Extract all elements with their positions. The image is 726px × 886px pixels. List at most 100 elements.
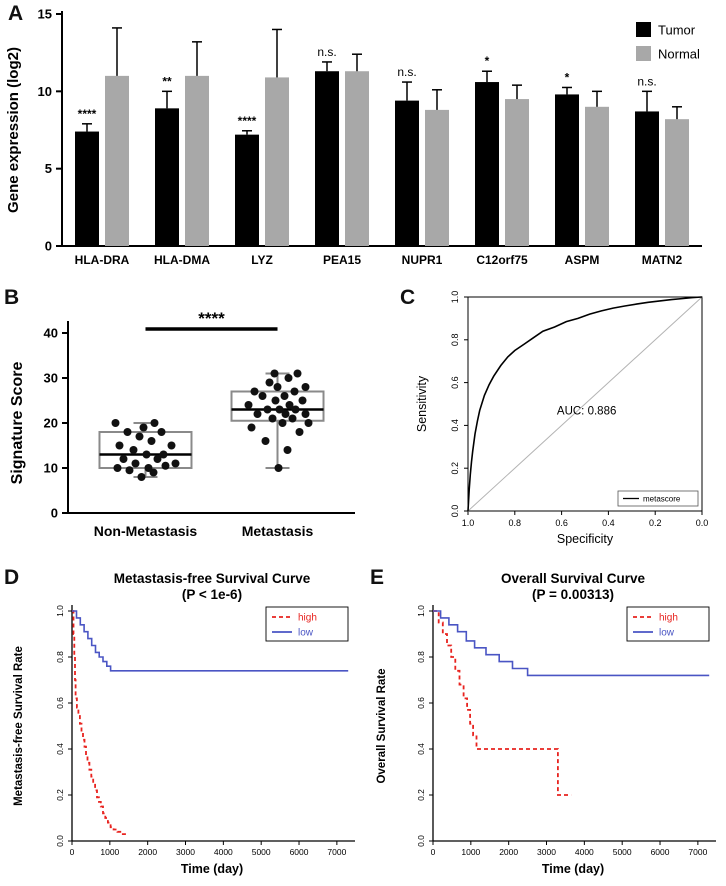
svg-text:0.0: 0.0: [55, 835, 65, 847]
signature-score-boxplot: 0 10 20 30 40 Signature Score Non-Metastasis Me…: [9, 309, 355, 539]
svg-text:Tumor: Tumor: [658, 23, 696, 38]
svg-text:0.8: 0.8: [416, 651, 426, 663]
svg-text:*: *: [485, 54, 490, 68]
svg-text:****: ****: [238, 114, 257, 128]
km-curve-high: [72, 610, 127, 835]
svg-text:0.2: 0.2: [649, 518, 662, 528]
svg-text:10: 10: [38, 84, 52, 99]
roc-curve-plot: 1.0 0.8 0.6 0.4 0.2 0.0 0.0 0.2 0.4 0.6 0.8 1.0 AUC:…: [415, 291, 709, 546]
panel-e-label: E: [370, 566, 385, 589]
svg-text:7000: 7000: [327, 847, 346, 857]
svg-text:**: **: [162, 74, 172, 88]
bar-group-HLA-DMA: HLA-DMA **: [154, 41, 210, 267]
svg-text:0: 0: [70, 847, 75, 857]
svg-text:****: ****: [78, 107, 97, 121]
svg-text:0.0: 0.0: [450, 505, 460, 518]
panel-b-label: B: [4, 286, 20, 309]
svg-text:0.4: 0.4: [450, 419, 460, 432]
metastasis-free-survival-plot: Metastasis-free Survival Curve(P < 1e-6)…: [13, 571, 355, 876]
svg-text:6000: 6000: [290, 847, 309, 857]
bar-group-NUPR1: NUPR1 n.s.: [395, 65, 449, 267]
svg-text:Normal: Normal: [658, 47, 700, 62]
svg-text:0: 0: [431, 847, 436, 857]
roc-legend: metascore: [617, 490, 699, 507]
svg-text:NUPR1: NUPR1: [402, 253, 443, 267]
svg-text:0.2: 0.2: [450, 462, 460, 475]
bar-group-PEA15: PEA15 n.s.: [315, 45, 369, 267]
svg-text:Gene expression (log2): Gene expression (log2): [5, 47, 22, 213]
svg-text:1.0: 1.0: [450, 291, 460, 304]
svg-text:0.8: 0.8: [450, 334, 460, 347]
svg-text:7000: 7000: [688, 847, 707, 857]
svg-text:1000: 1000: [100, 847, 119, 857]
svg-text:0.6: 0.6: [55, 697, 65, 709]
svg-text:0: 0: [45, 239, 52, 254]
svg-text:15: 15: [38, 7, 52, 22]
svg-text:1.0: 1.0: [462, 518, 475, 528]
box-group-Metastasis: Metastasis: [230, 369, 325, 539]
svg-text:ASPM: ASPM: [565, 253, 600, 267]
svg-text:0.8: 0.8: [55, 651, 65, 663]
svg-text:*: *: [565, 70, 570, 84]
svg-text:4000: 4000: [214, 847, 233, 857]
svg-text:3000: 3000: [176, 847, 195, 857]
bar-group-HLA-DRA: HLA-DRA ****: [75, 27, 130, 267]
svg-text:5000: 5000: [613, 847, 632, 857]
svg-text:0.0: 0.0: [696, 518, 709, 528]
bar-group-LYZ: LYZ ****: [235, 28, 289, 267]
svg-text:0.4: 0.4: [55, 743, 65, 755]
svg-text:Time (day): Time (day): [181, 862, 243, 876]
svg-text:2000: 2000: [499, 847, 518, 857]
svg-text:Metastasis-free Survival Rate: Metastasis-free Survival Rate: [13, 646, 25, 806]
panel-d-label: D: [4, 566, 20, 589]
box-group-Non-Metastasis: Non-Metastasis: [94, 419, 198, 539]
bar-group-ASPM: ASPM *: [555, 70, 609, 267]
svg-text:1000: 1000: [461, 847, 480, 857]
svg-text:low: low: [659, 628, 675, 639]
svg-text:Non-Metastasis: Non-Metastasis: [94, 523, 198, 539]
panel-c-label: C: [400, 286, 416, 309]
svg-text:0.0: 0.0: [416, 835, 426, 847]
svg-text:AUC: 0.886: AUC: 0.886: [557, 406, 616, 418]
svg-text:0.8: 0.8: [509, 518, 522, 528]
svg-text:5000: 5000: [252, 847, 271, 857]
svg-text:PEA15: PEA15: [323, 253, 361, 267]
svg-text:0.4: 0.4: [602, 518, 615, 528]
km-curve-low: [433, 610, 710, 677]
svg-text:0.6: 0.6: [416, 697, 426, 709]
svg-text:0.2: 0.2: [416, 789, 426, 801]
svg-text:0.2: 0.2: [55, 789, 65, 801]
svg-text:30: 30: [44, 371, 58, 386]
bar-chart-legend: Tumor Normal: [636, 22, 700, 62]
svg-text:low: low: [298, 628, 314, 639]
svg-text:10: 10: [44, 461, 58, 476]
svg-text:0.6: 0.6: [555, 518, 568, 528]
svg-text:0: 0: [51, 506, 58, 521]
svg-text:40: 40: [44, 326, 58, 341]
svg-text:high: high: [659, 613, 678, 624]
svg-text:0.6: 0.6: [450, 376, 460, 389]
svg-text:C12orf75: C12orf75: [476, 253, 528, 267]
svg-text:2000: 2000: [138, 847, 157, 857]
svg-text:n.s.: n.s.: [637, 74, 656, 88]
svg-text:Time (day): Time (day): [542, 862, 604, 876]
svg-text:3000: 3000: [537, 847, 556, 857]
svg-text:(P = 0.00313): (P = 0.00313): [532, 587, 614, 602]
bar-group-MATN2: MATN2 n.s.: [635, 74, 689, 267]
svg-text:n.s.: n.s.: [317, 45, 336, 59]
bar-group-C12orf75: C12orf75 *: [475, 54, 529, 267]
svg-text:Overall Survival Rate: Overall Survival Rate: [376, 668, 388, 783]
svg-text:Metastasis-free Survival Curve: Metastasis-free Survival Curve: [114, 571, 311, 586]
svg-text:high: high: [298, 613, 317, 624]
km-legend: high low: [265, 606, 349, 642]
svg-text:MATN2: MATN2: [642, 253, 683, 267]
km-curve-low: [72, 610, 349, 672]
svg-text:Specificity: Specificity: [557, 532, 614, 546]
svg-text:0.4: 0.4: [416, 743, 426, 755]
svg-text:HLA-DRA: HLA-DRA: [75, 253, 130, 267]
km-legend: high low: [626, 606, 710, 642]
svg-text:1.0: 1.0: [55, 605, 65, 617]
svg-text:Metastasis: Metastasis: [242, 523, 314, 539]
svg-text:Sensitivity: Sensitivity: [415, 375, 429, 432]
